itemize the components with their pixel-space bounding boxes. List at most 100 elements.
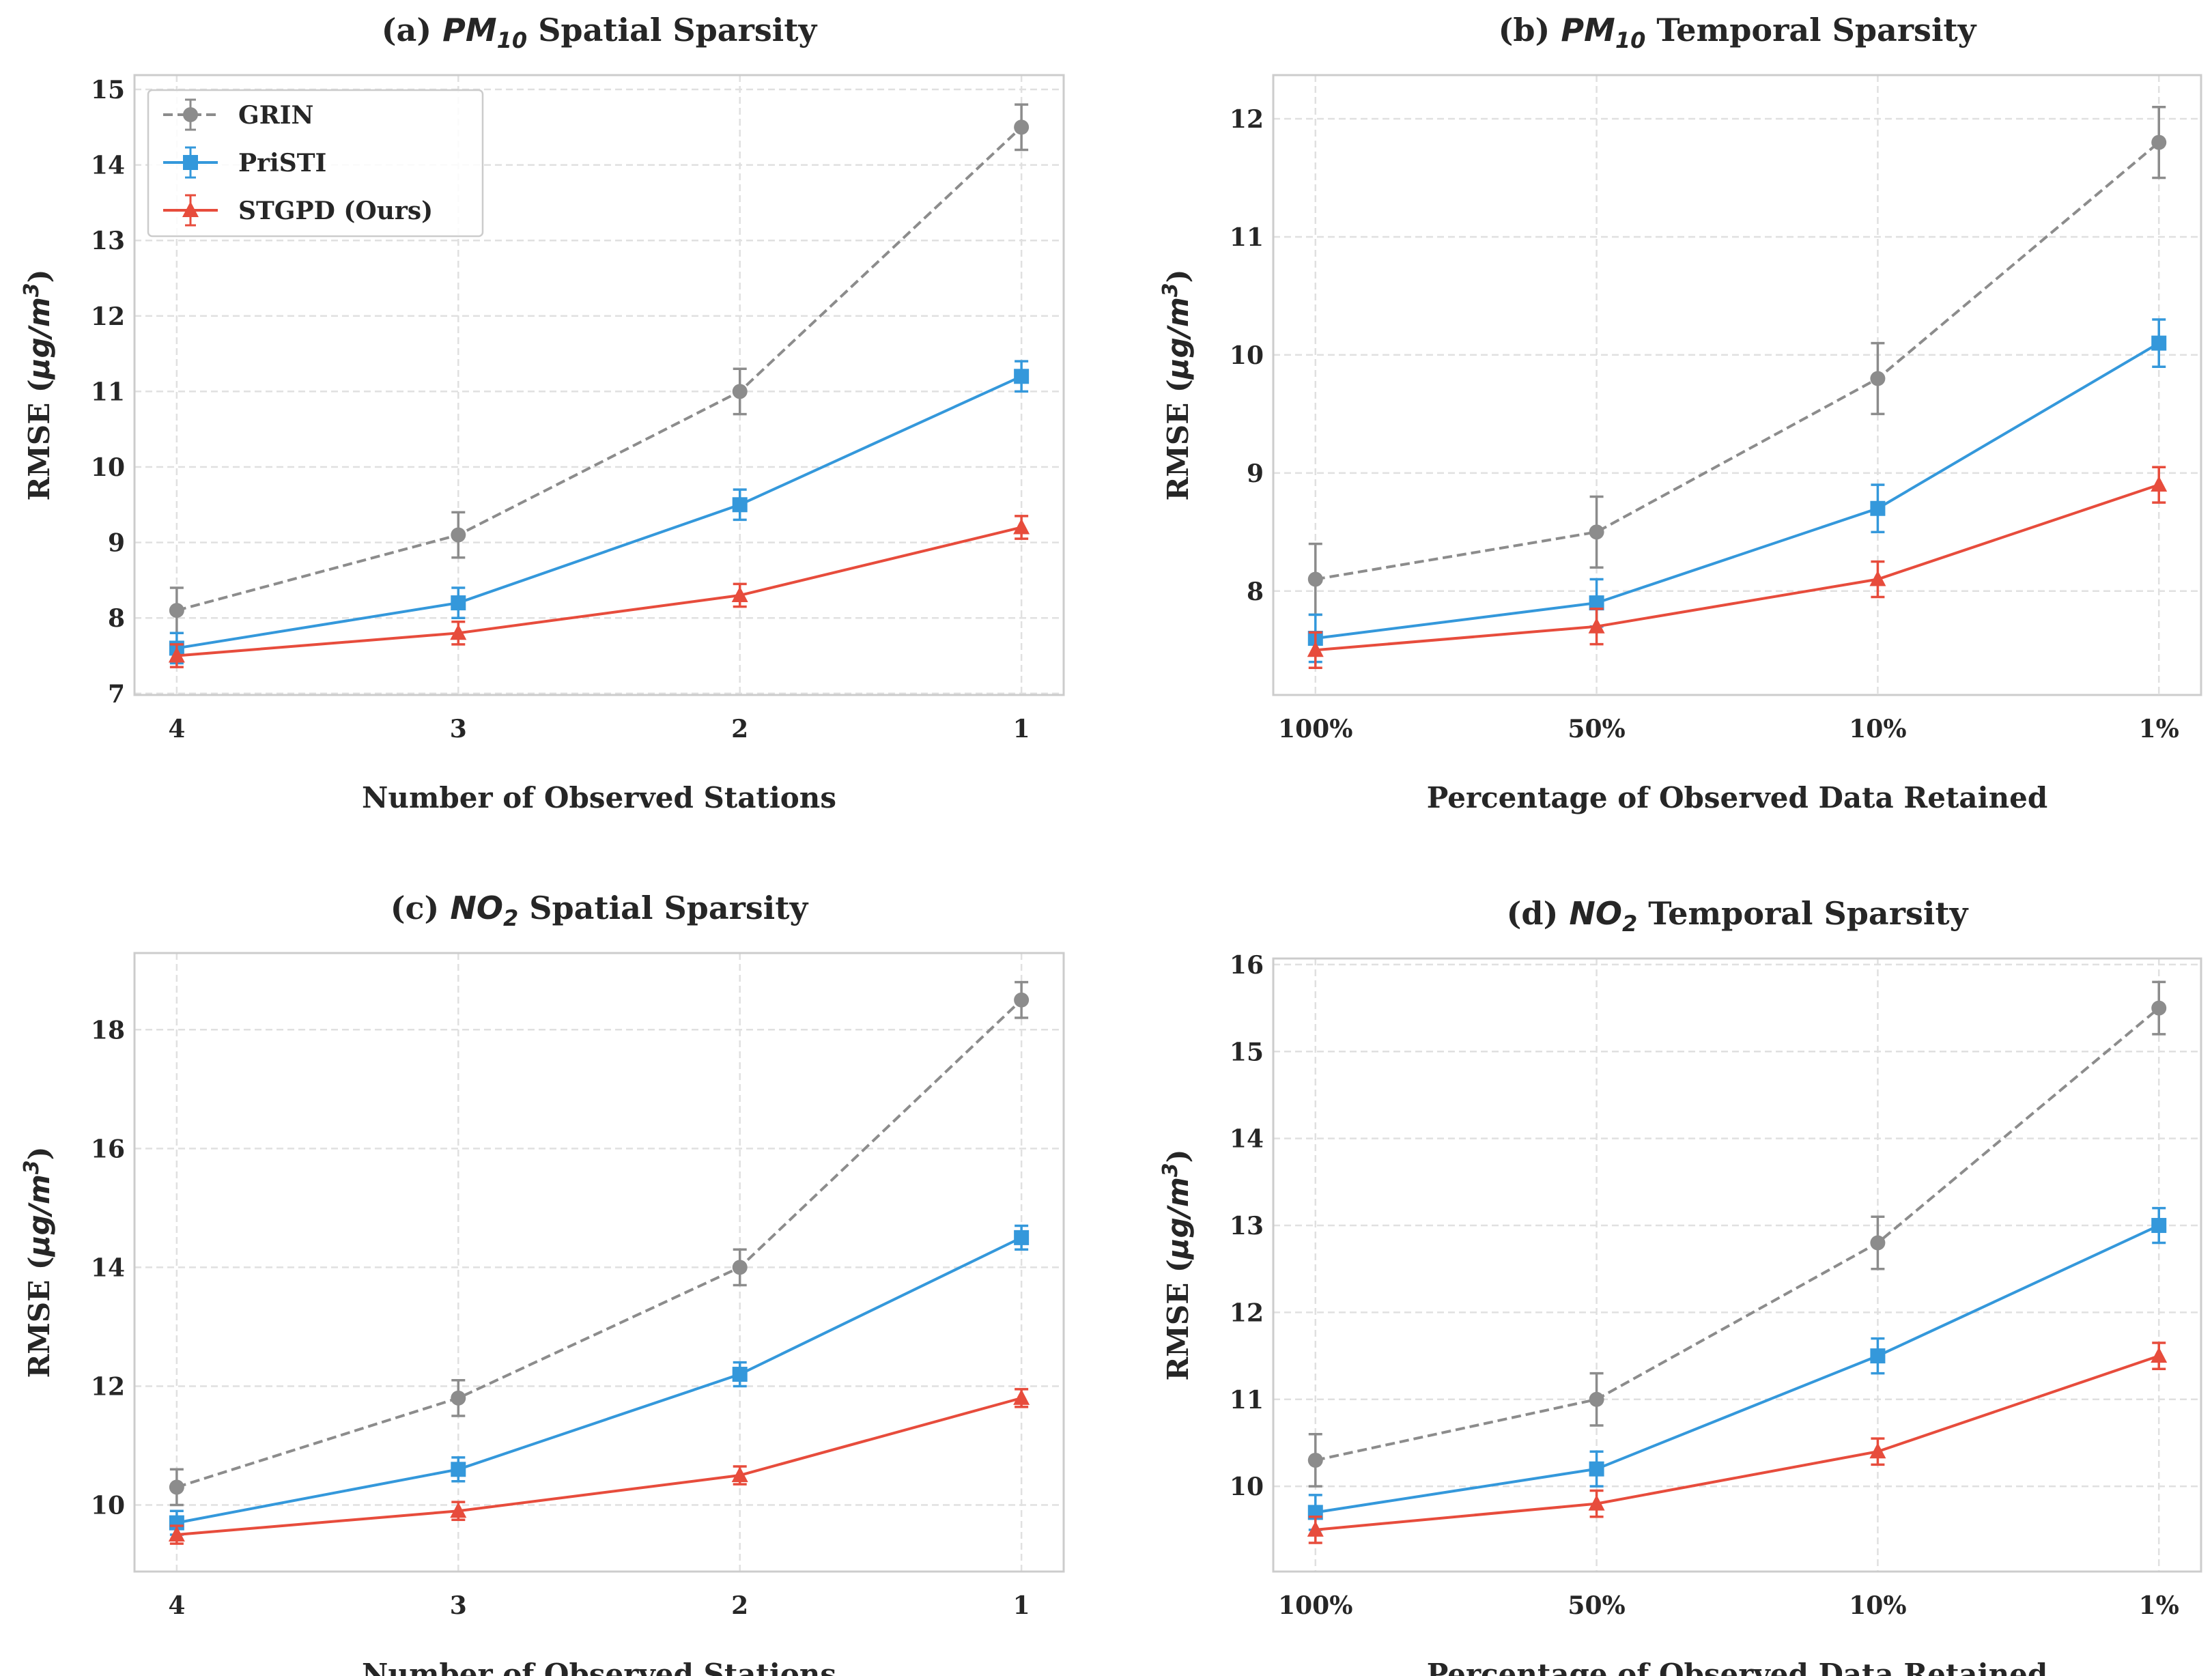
triangle-marker [182, 201, 199, 217]
series-line [1315, 141, 2160, 581]
circle-marker [1014, 119, 1030, 135]
square-marker [1870, 500, 1886, 516]
y-label-close: ) [1161, 269, 1195, 283]
title-prefix: (b) [1499, 12, 1561, 48]
series-line [176, 375, 1022, 650]
y-axis-label: RMSE (μg/m3) [20, 269, 56, 500]
series-line [1315, 341, 2160, 640]
title-math: NO [1569, 895, 1622, 932]
y-tick-label: 14 [91, 1253, 125, 1282]
circle-marker [732, 1260, 748, 1275]
axes-frame [133, 952, 1065, 1573]
square-marker [1014, 369, 1030, 384]
circle-marker [183, 107, 198, 122]
square-marker [183, 155, 198, 170]
triangle-marker [1869, 1443, 1886, 1459]
y-tick-label: 10 [1230, 341, 1264, 370]
x-axis-label: Percentage of Observed Data Retained [1427, 781, 2047, 814]
triangle-marker [1307, 1520, 1324, 1537]
y-label-close: ) [23, 1146, 56, 1160]
y-label-text: RMSE ( [23, 379, 56, 500]
circle-marker [1589, 524, 1604, 540]
x-tick-label: 50% [1568, 715, 1625, 743]
triangle-marker [1307, 641, 1324, 657]
series-line [176, 1236, 1023, 1524]
triangle-marker [2151, 1347, 2168, 1363]
circle-marker [169, 603, 184, 619]
square-marker [1870, 1348, 1886, 1364]
y-tick-label: 15 [91, 76, 125, 104]
circle-marker [2151, 1000, 2167, 1016]
y-label-text: RMSE ( [1161, 1259, 1195, 1380]
x-axis-label: Number of Observed Stations [362, 781, 836, 814]
legend-frame [147, 89, 484, 238]
y-tick-label: 10 [91, 453, 125, 482]
title-subscript: 10 [1615, 27, 1646, 53]
y-tick-label: 10 [91, 1492, 125, 1520]
circle-marker [1870, 1235, 1886, 1251]
x-tick-label: 4 [168, 1591, 185, 1620]
series-grin [169, 103, 1030, 635]
triangle-marker [1588, 1494, 1605, 1511]
y-tick-label: 14 [1230, 1125, 1264, 1154]
x-tick-label: 100% [1278, 1591, 1352, 1620]
triangle-marker [450, 1502, 467, 1518]
triangle-marker [168, 1526, 185, 1542]
chart-title: (b) PM10 Temporal Sparsity [1499, 12, 1977, 53]
x-tick-label: 10% [1849, 1591, 1906, 1620]
y-label-superscript: 3 [20, 283, 44, 297]
axes-frame [1272, 74, 2202, 696]
y-tick-label: 11 [91, 378, 125, 406]
y-label-superscript: 3 [20, 1160, 44, 1174]
y-tick-label: 9 [1247, 459, 1264, 488]
series-line [1315, 1354, 2159, 1531]
series-stgpd [1307, 466, 2168, 669]
x-tick-label: 50% [1568, 1591, 1625, 1620]
y-tick-label: 7 [108, 680, 125, 709]
triangle-marker [450, 624, 467, 640]
x-tick-label: 10% [1849, 715, 1906, 743]
triangle-marker [1869, 570, 1886, 586]
legend-label: GRIN [238, 101, 313, 130]
series-line [176, 526, 1022, 657]
y-tick-label: 15 [1230, 1038, 1264, 1066]
triangle-marker [1588, 617, 1605, 634]
series-grin [169, 980, 1030, 1507]
series-stgpd [168, 515, 1030, 668]
title-subscript: 2 [503, 905, 518, 931]
title-suffix: Temporal Sparsity [1645, 12, 1976, 48]
title-suffix: Spatial Sparsity [518, 890, 808, 926]
y-tick-label: 16 [91, 1135, 125, 1163]
legend-label: STGPD (Ours) [238, 197, 433, 225]
triangle-marker [2151, 476, 2168, 492]
square-marker [451, 595, 466, 611]
y-tick-label: 12 [91, 302, 125, 331]
circle-marker [1589, 1391, 1604, 1407]
y-label-close: ) [1161, 1149, 1195, 1163]
x-tick-label: 2 [731, 1591, 748, 1620]
title-math: PM [442, 12, 497, 48]
x-tick-label: 1 [1013, 715, 1030, 743]
series-grin [1307, 980, 2167, 1488]
square-marker [732, 1367, 748, 1382]
series-stgpd [168, 1388, 1030, 1545]
circle-marker [451, 527, 466, 543]
y-axis-label: RMSE (μg/m3) [1159, 269, 1195, 500]
series-stgpd [1307, 1341, 2168, 1544]
series-line [176, 126, 1023, 612]
y-label-math: μg/m [1161, 1177, 1195, 1260]
axes-frame [133, 74, 1065, 696]
title-math: NO [450, 890, 503, 926]
series-line [176, 999, 1023, 1489]
y-label-close: ) [23, 269, 56, 283]
square-marker [1589, 595, 1604, 611]
triangle-marker [1013, 518, 1030, 535]
chart-title: (a) PM10 Spatial Sparsity [382, 12, 818, 53]
y-label-text: RMSE ( [1161, 379, 1195, 500]
y-axis-label: RMSE (μg/m3) [1159, 1149, 1195, 1380]
triangle-marker [731, 586, 748, 603]
